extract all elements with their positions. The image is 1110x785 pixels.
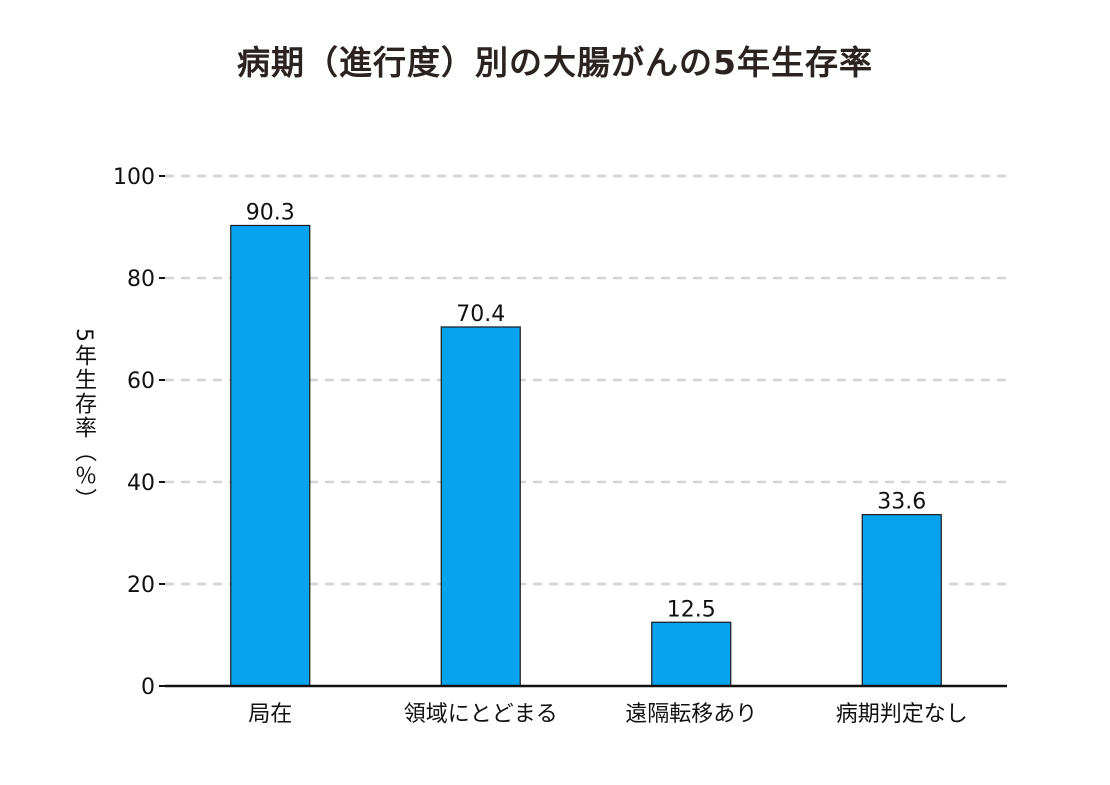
x-category-label-2: 遠隔転移あり bbox=[625, 702, 757, 727]
label-layer: 90.3 局在 70.4 領域にとどまる 12.5 遠隔転移あり 33.6 病期判定なし bbox=[246, 200, 968, 727]
y-tick-label-100: 100 bbox=[113, 165, 155, 190]
y-axis-label: 5年生存率（％） bbox=[71, 328, 96, 512]
x-category-label-1: 領域にとどまる bbox=[404, 702, 558, 727]
x-category-label-3: 病期判定なし bbox=[836, 702, 968, 727]
bar-0 bbox=[230, 224, 311, 687]
bar-value-label-2: 12.5 bbox=[667, 597, 716, 622]
bar-1 bbox=[440, 326, 521, 687]
bar-3 bbox=[861, 514, 942, 687]
bar-value-label-0: 90.3 bbox=[246, 200, 295, 225]
axis-layer: 0 20 40 60 80 100 bbox=[113, 165, 1007, 700]
x-category-label-0: 局在 bbox=[248, 702, 292, 727]
y-tick-label-60: 60 bbox=[127, 369, 155, 394]
y-tick-label-80: 80 bbox=[127, 267, 155, 292]
y-tick-label-40: 40 bbox=[127, 471, 155, 496]
bar-value-label-1: 70.4 bbox=[456, 302, 505, 327]
y-tick-label-20: 20 bbox=[127, 573, 155, 598]
y-tick-label-0: 0 bbox=[141, 675, 155, 700]
bar-value-label-3: 33.6 bbox=[877, 490, 926, 515]
bar-2 bbox=[651, 621, 732, 687]
grid-layer bbox=[165, 174, 1007, 586]
chart-title: 病期（進行度）別の大腸がんの5年生存率 bbox=[237, 43, 873, 82]
bar-layer bbox=[230, 224, 942, 687]
